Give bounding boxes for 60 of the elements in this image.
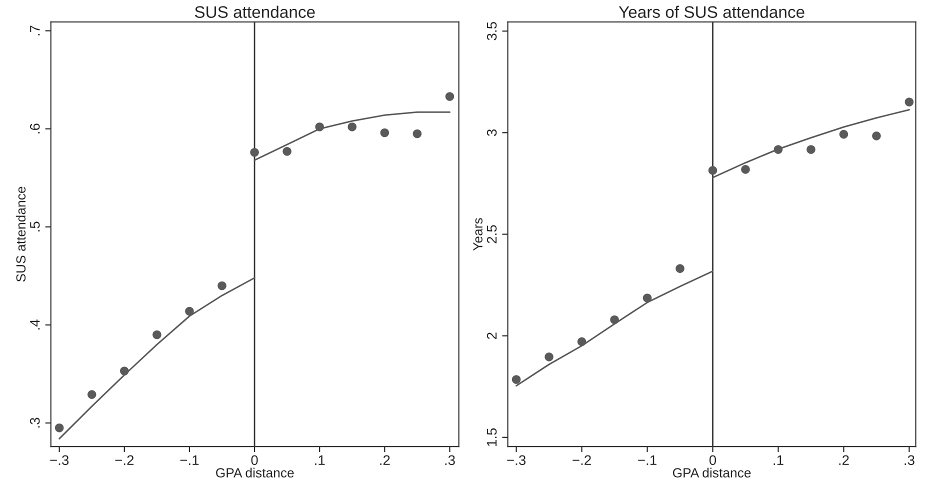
point [708,166,718,175]
point [250,148,259,157]
point [577,337,586,346]
point [120,366,129,376]
point [839,130,848,139]
y-tick-label: 3.5 [486,22,497,40]
point [412,129,422,138]
point [315,122,324,132]
point [185,306,194,316]
point [741,165,750,174]
line-series [516,270,714,387]
x-tick-label: −.2 [115,455,134,465]
point [445,92,454,101]
x-axis-title: GPA distance [216,468,294,478]
point [218,281,226,290]
x-tick-label: .1 [774,455,784,465]
y-tick-label: 2.5 [486,225,497,244]
y-tick-label: .3 [30,418,40,428]
point [774,145,783,154]
x-tick-label: −.1 [180,455,199,465]
y-tick-label: .7 [30,26,40,36]
point [872,132,881,140]
chart-title: SUS attendance [194,6,315,18]
line-series [58,277,256,440]
point [642,294,652,302]
x-tick-label: .2 [380,455,390,465]
y-axis-title: SUS attendance [16,186,26,282]
point [380,128,390,138]
line-series [712,108,910,178]
x-tick-label: −.3 [50,455,69,466]
x-axis-title: GPA distance [672,468,751,478]
y-tick-label: .4 [30,320,40,330]
x-tick-label: .3 [445,455,455,466]
x-tick-label: −.2 [572,455,591,465]
y-tick-label: 2 [486,332,497,339]
x-tick-label: 0 [251,455,258,466]
line-series [254,111,450,161]
x-tick-label: −.1 [638,455,656,465]
y-axis-title: Years [473,218,483,251]
y-tick-label: .5 [30,222,40,232]
x-tick-label: .2 [839,455,849,465]
y-tick-label: .6 [30,124,40,134]
x-tick-label: .1 [315,455,325,465]
chart-title: Years of SUS attendance [618,6,804,18]
point [544,352,554,362]
point [54,424,64,432]
point [610,315,619,324]
point [676,264,684,273]
x-tick-label: 0 [709,455,716,466]
point [348,122,357,132]
point [87,390,96,399]
point [152,330,162,340]
point [512,375,521,384]
x-tick-label: −.3 [507,455,526,466]
point [282,146,292,156]
y-tick-label: 1.5 [487,428,497,446]
point [904,98,914,106]
point [806,145,816,154]
x-tick-label: .3 [904,455,914,466]
y-tick-label: 3 [486,129,497,136]
